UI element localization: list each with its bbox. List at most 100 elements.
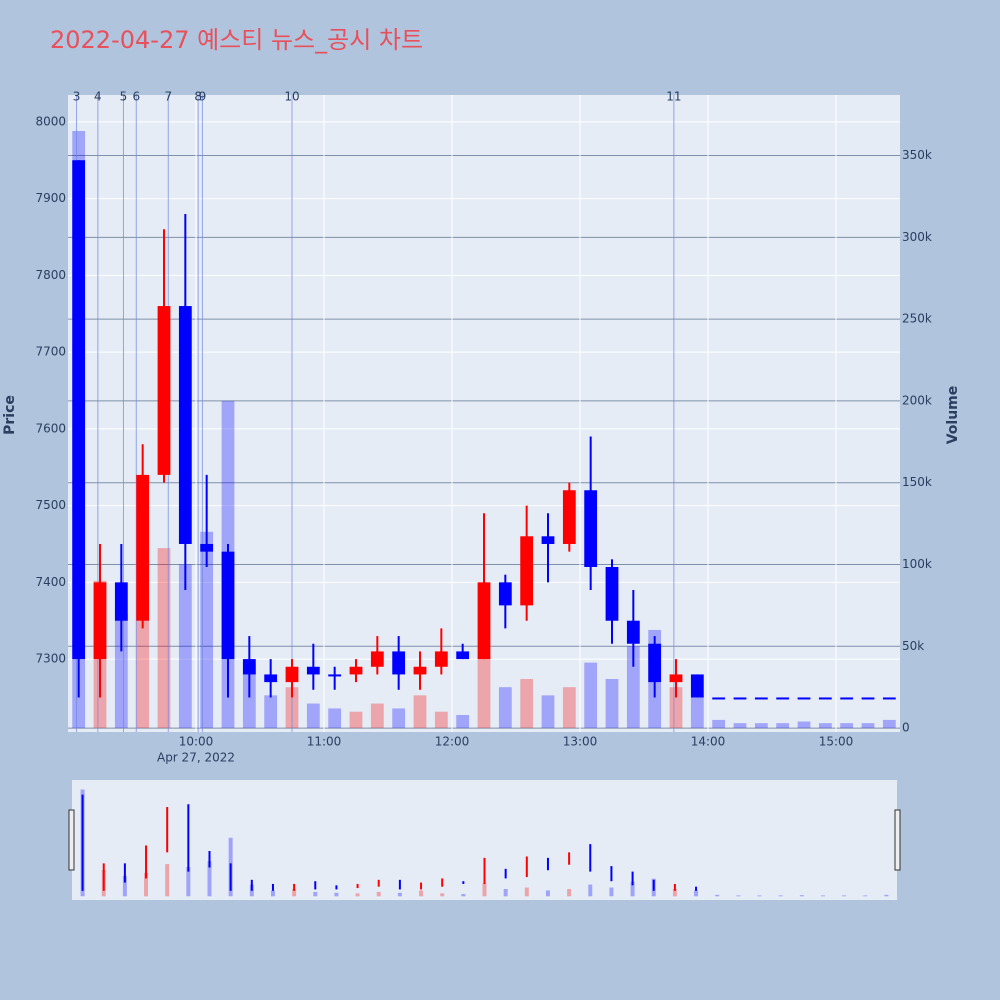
candle-body: [413, 666, 427, 675]
candle-body: [776, 697, 790, 700]
candle-body: [434, 651, 448, 667]
candle-body: [221, 551, 235, 660]
volume-bar: [434, 711, 448, 729]
candle-body: [541, 536, 555, 544]
y-tick-label: 7400: [35, 575, 66, 589]
x-tick-label: 13:00: [563, 735, 598, 749]
candle-body: [72, 160, 86, 660]
volume-bar: [413, 695, 427, 729]
volume-bar: [797, 721, 811, 729]
volume-bar: [157, 548, 171, 729]
y-tick-label: 8000: [35, 114, 66, 128]
x-tick-label: 12:00: [435, 735, 470, 749]
y-tick-label: 7900: [35, 191, 66, 205]
volume-bar: [349, 711, 363, 729]
candle-body: [328, 674, 342, 677]
volume-bar: [498, 687, 512, 729]
y2-tick-label: 300k: [902, 230, 932, 244]
candle-body: [392, 651, 406, 675]
y-tick-label: 7600: [35, 421, 66, 435]
volume-bar: [733, 723, 747, 729]
volume-bar: [328, 708, 342, 729]
range-handle[interactable]: [894, 809, 901, 871]
volume-bar: [690, 695, 704, 729]
candle-body: [498, 582, 512, 606]
y2-tick-label: 200k: [902, 393, 932, 407]
volume-bar: [712, 719, 726, 729]
candle-body: [349, 666, 363, 675]
candle-body: [456, 651, 470, 660]
y-tick-label: 7300: [35, 652, 66, 666]
candle-layer: [72, 160, 896, 700]
volume-bar: [882, 719, 896, 729]
candle-body: [882, 697, 896, 700]
volume-bar: [626, 646, 640, 729]
y-axis-title: Price: [2, 395, 18, 435]
candle-body: [840, 697, 854, 700]
volume-bar: [178, 564, 192, 729]
y2-tick-label: 350k: [902, 148, 932, 162]
range-handle[interactable]: [68, 809, 75, 871]
candle-body: [626, 620, 640, 644]
mini-layer: [80, 789, 889, 897]
event-label: 5: [120, 90, 128, 104]
x-date-label: Apr 27, 2022: [157, 751, 235, 765]
volume-bar: [541, 695, 555, 729]
y2-tick-label: 50k: [902, 639, 924, 653]
candle-body: [520, 536, 534, 606]
candle-body: [584, 490, 598, 567]
volume-bar: [776, 723, 790, 729]
y2-axis-title: Volume: [945, 386, 961, 445]
candle-body: [648, 643, 662, 683]
candle-body: [136, 474, 150, 621]
volume-bar: [605, 678, 619, 729]
volume-bar: [200, 531, 214, 729]
volume-bar: [818, 723, 832, 729]
volume-bar: [306, 703, 320, 729]
x-tick-label: 14:00: [691, 735, 726, 749]
candle-body: [605, 566, 619, 621]
volume-bar: [136, 597, 150, 729]
volume-bar: [861, 723, 875, 729]
candle-body: [669, 674, 683, 683]
candle-body: [477, 582, 491, 660]
candle-body: [264, 674, 278, 683]
x-tick-label: 15:00: [819, 735, 854, 749]
candle-body: [200, 543, 214, 552]
candle-body: [242, 659, 256, 675]
chart-title: 2022-04-27 예스티 뉴스_공시 차트: [50, 26, 423, 54]
event-label: 4: [94, 90, 102, 104]
y-tick-label: 7500: [35, 498, 66, 512]
event-label: 6: [132, 90, 140, 104]
volume-bar: [584, 662, 598, 729]
volume-bar: [370, 703, 384, 729]
candle-body: [733, 697, 747, 700]
volume-bar: [392, 708, 406, 729]
volume-bar: [669, 687, 683, 729]
y2-tick-label: 150k: [902, 475, 932, 489]
volume-bar: [264, 695, 278, 729]
candle-body: [178, 306, 192, 544]
candle-body: [306, 666, 320, 675]
volume-bar: [562, 687, 576, 729]
volume-bar: [477, 654, 491, 729]
candle-body: [797, 697, 811, 700]
volume-bar: [114, 613, 128, 729]
volume-bar: [840, 723, 854, 729]
event-label: 11: [666, 90, 681, 104]
candle-body: [712, 697, 726, 700]
candle-body: [93, 582, 107, 660]
volume-bar: [456, 714, 470, 729]
candle-body: [157, 306, 171, 475]
candle-body: [370, 651, 384, 667]
event-label: 9: [199, 90, 207, 104]
event-label: 10: [284, 90, 299, 104]
x-tick-label: 11:00: [307, 735, 342, 749]
volume-bar: [520, 678, 534, 729]
candle-body: [690, 674, 704, 698]
event-label: 7: [164, 90, 172, 104]
candle-body: [114, 582, 128, 621]
event-label: 8: [194, 90, 202, 104]
y2-tick-label: 0: [902, 721, 910, 735]
